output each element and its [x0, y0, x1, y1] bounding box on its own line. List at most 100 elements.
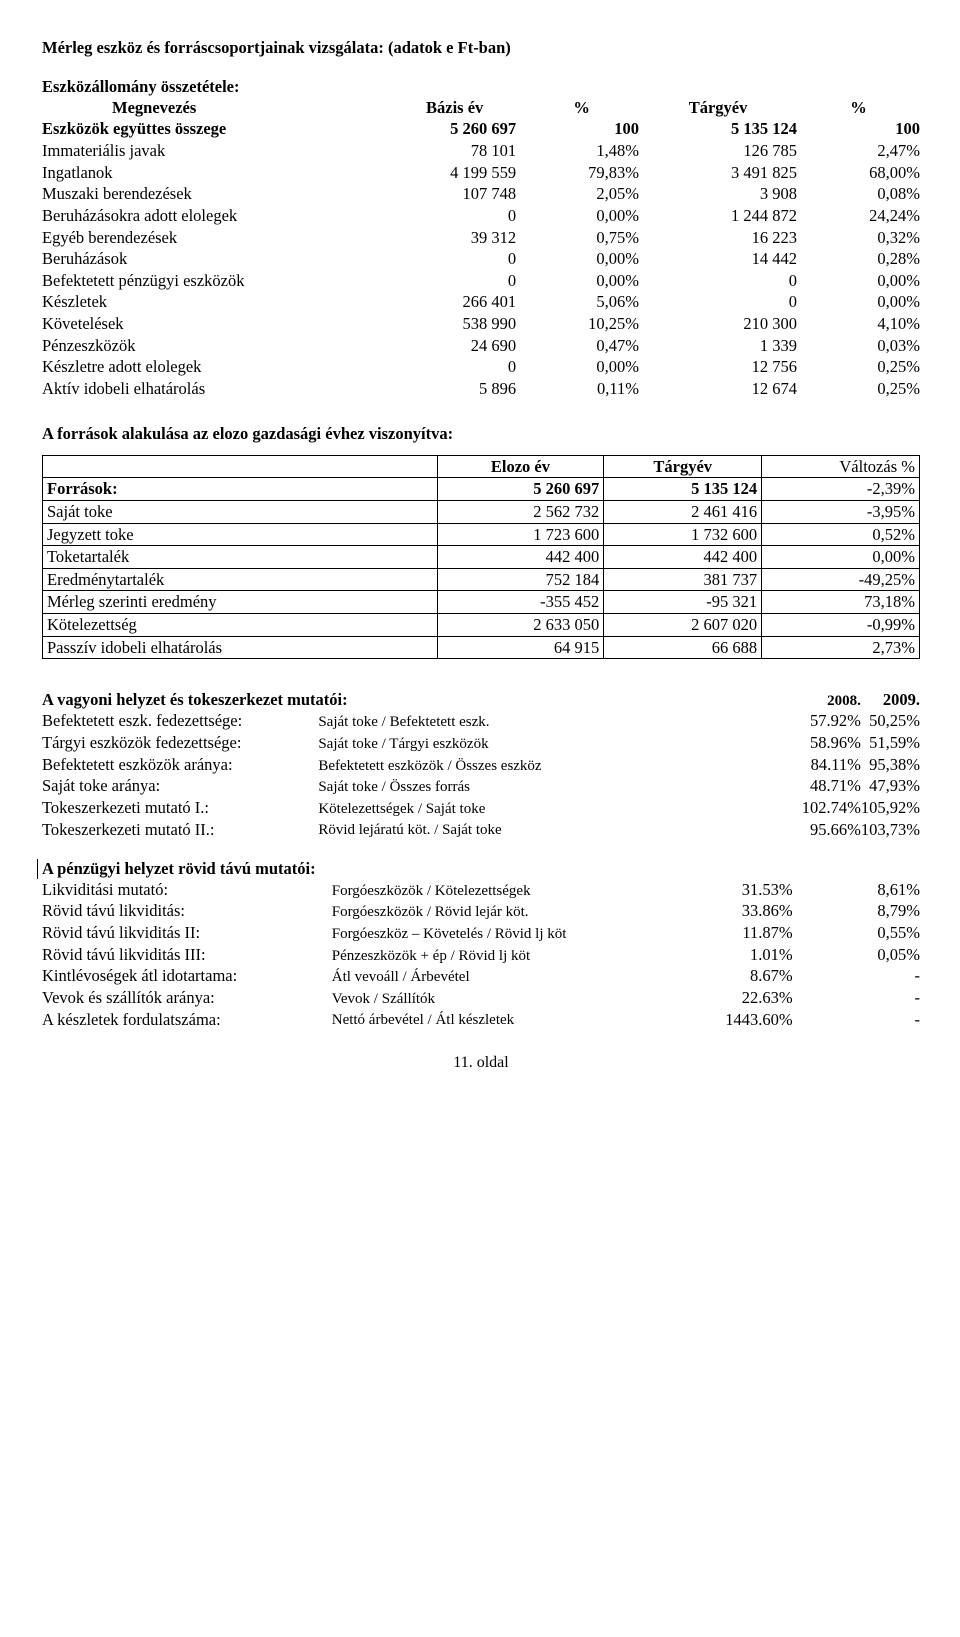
- table-row: Aktív idobeli elhatárolás5 8960,11%12 67…: [42, 378, 920, 400]
- table-row: A készletek fordulatszáma:Nettó árbevéte…: [42, 1009, 920, 1031]
- cell-target: 16 223: [639, 227, 797, 249]
- cell-base: 266 401: [393, 292, 516, 314]
- table-row: Készletek266 4015,06%00,00%: [42, 292, 920, 314]
- cell-base: 39 312: [393, 227, 516, 249]
- cell-target: 2 461 416: [604, 500, 762, 523]
- cell-base: 538 990: [393, 314, 516, 336]
- cell-target: 2 607 020: [604, 614, 762, 637]
- cell-name: Muszaki berendezések: [42, 184, 393, 206]
- cell-base: 4 199 559: [393, 162, 516, 184]
- cell-target: 12 674: [639, 378, 797, 400]
- cell-v1: 31.53%: [665, 879, 792, 901]
- cell-pct2: 0,25%: [797, 357, 920, 379]
- ind1-y2: 2009.: [861, 689, 920, 711]
- ind1-y1: 2008.: [635, 689, 860, 711]
- indicators2-table: Likviditási mutató:Forgóeszközök / Kötel…: [42, 879, 920, 1030]
- cell-pct1: 2,05%: [516, 184, 639, 206]
- cell-v2: 103,73%: [861, 819, 920, 841]
- cell-pct1: 0,00%: [516, 205, 639, 227]
- table-row: Rövid távú likviditás III:Pénzeszközök +…: [42, 944, 920, 966]
- table-row: Készletre adott elolegek00,00%12 7560,25…: [42, 357, 920, 379]
- t1-h-pct1: %: [516, 97, 639, 119]
- cell-name: Követelések: [42, 314, 393, 336]
- cell-v1: 95.66%: [635, 819, 860, 841]
- cell-target: 126 785: [639, 141, 797, 163]
- cell-base: 107 748: [393, 184, 516, 206]
- cell-v1: 11.87%: [665, 923, 792, 945]
- cell-name: Eredménytartalék: [43, 568, 438, 591]
- cell-prev: 2 633 050: [437, 614, 604, 637]
- table-row: Források:5 260 6975 135 124-2,39%: [43, 478, 920, 501]
- cell-name: Források:: [43, 478, 438, 501]
- cell-name: Készletre adott elolegek: [42, 357, 393, 379]
- cell-v2: 51,59%: [861, 733, 920, 755]
- cell-formula: Befektetett eszközök / Összes eszköz: [318, 754, 635, 776]
- sources-subtitle: A források alakulása az elozo gazdasági …: [42, 424, 920, 445]
- cell-base: 24 690: [393, 335, 516, 357]
- cell-prev: 2 562 732: [437, 500, 604, 523]
- cell-v1: 84.11%: [635, 754, 860, 776]
- cell-name: Kintlévoségek átl idotartama:: [42, 966, 332, 988]
- t1-h-target: Tárgyév: [639, 97, 797, 119]
- cell-v2: 8,79%: [793, 901, 920, 923]
- cell-name: Pénzeszközök: [42, 335, 393, 357]
- cell-chg: 0,52%: [762, 523, 920, 546]
- cell-name: Aktív idobeli elhatárolás: [42, 378, 393, 400]
- cell-v1: 1443.60%: [665, 1009, 792, 1031]
- cell-target: 3 908: [639, 184, 797, 206]
- cell-name: Likviditási mutató:: [42, 879, 332, 901]
- cell-v2: 8,61%: [793, 879, 920, 901]
- cell-chg: 0,00%: [762, 546, 920, 569]
- cell-name: Tokeszerkezeti mutató I.:: [42, 797, 318, 819]
- cell-v2: 0,05%: [793, 944, 920, 966]
- cell-pct2: 0,28%: [797, 249, 920, 271]
- cell-v1: 8.67%: [665, 966, 792, 988]
- cell-formula: Forgóeszközök / Rövid lejár köt.: [332, 901, 666, 923]
- cell-pct1: 79,83%: [516, 162, 639, 184]
- cell-name: Eszközök együttes összege: [42, 119, 393, 141]
- cell-prev: 752 184: [437, 568, 604, 591]
- cell-name: Toketartalék: [43, 546, 438, 569]
- cell-base: 0: [393, 270, 516, 292]
- cell-pct1: 0,11%: [516, 378, 639, 400]
- cell-v1: 57.92%: [635, 711, 860, 733]
- cell-target: 12 756: [639, 357, 797, 379]
- cell-target: 0: [639, 292, 797, 314]
- cell-name: Mérleg szerinti eredmény: [43, 591, 438, 614]
- cell-name: Rövid távú likviditás II:: [42, 923, 332, 945]
- table-row: Vevok és szállítók aránya:Vevok / Szállí…: [42, 987, 920, 1009]
- cell-target: 5 135 124: [639, 119, 797, 141]
- cell-formula: Saját toke / Befektetett eszk.: [318, 711, 635, 733]
- cell-name: Befektetett eszk. fedezettsége:: [42, 711, 318, 733]
- cell-name: Immateriális javak: [42, 141, 393, 163]
- cell-pct1: 1,48%: [516, 141, 639, 163]
- cell-name: Tárgyi eszközök fedezettsége:: [42, 733, 318, 755]
- t2-h-target: Tárgyév: [604, 455, 762, 478]
- t2-h-empty: [43, 455, 438, 478]
- cell-v1: 48.71%: [635, 776, 860, 798]
- cell-name: Készletek: [42, 292, 393, 314]
- cell-name: Befektetett eszközök aránya:: [42, 754, 318, 776]
- cell-v2: -: [793, 966, 920, 988]
- cell-base: 78 101: [393, 141, 516, 163]
- cell-base: 5 896: [393, 378, 516, 400]
- cell-target: 0: [639, 270, 797, 292]
- t2-h-prev: Elozo év: [437, 455, 604, 478]
- cell-v2: -: [793, 1009, 920, 1031]
- table-row: Rövid távú likviditás II:Forgóeszköz – K…: [42, 923, 920, 945]
- t2-h-chg: Változás %: [762, 455, 920, 478]
- cell-v2: 105,92%: [861, 797, 920, 819]
- cell-v2: 0,55%: [793, 923, 920, 945]
- cell-pct2: 0,08%: [797, 184, 920, 206]
- cell-formula: Saját toke / Tárgyi eszközök: [318, 733, 635, 755]
- table-row: Beruházásokra adott elolegek00,00%1 244 …: [42, 205, 920, 227]
- table-row: Likviditási mutató:Forgóeszközök / Kötel…: [42, 879, 920, 901]
- table-row: Tokeszerkezeti mutató I.:Kötelezettségek…: [42, 797, 920, 819]
- table-row: Immateriális javak78 1011,48%126 7852,47…: [42, 141, 920, 163]
- cell-name: Rövid távú likviditás:: [42, 901, 332, 923]
- table-row: Pénzeszközök24 6900,47%1 3390,03%: [42, 335, 920, 357]
- table-row: Passzív idobeli elhatárolás64 91566 6882…: [43, 636, 920, 659]
- cell-base: 0: [393, 357, 516, 379]
- cell-name: Kötelezettség: [43, 614, 438, 637]
- cell-v1: 102.74%: [635, 797, 860, 819]
